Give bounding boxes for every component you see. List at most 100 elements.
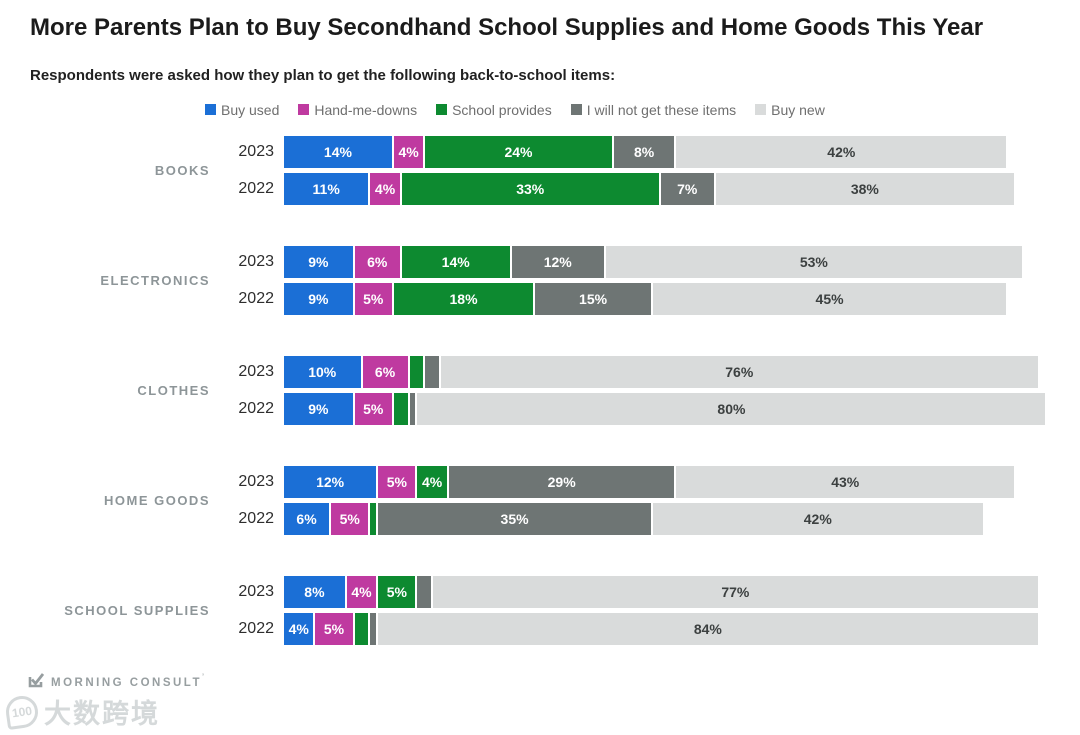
bar-segment-hand-me-downs: 5% [315,613,355,645]
bar-segment-buy-used: 9% [284,283,355,315]
bar-segment-i-will-not-get-these-items: 8% [613,136,677,168]
bar-track: 6% 5% 35% 42% [284,503,1069,535]
group-rows: 2023 8% 4% 5% 77% 2022 4% 5% 84% [210,576,1069,645]
bar-track: 9% 5% 80% [284,393,1069,425]
bar-track: 8% 4% 5% 77% [284,576,1069,608]
bar-segment-buy-new: 80% [417,393,1046,425]
bar-segment-hand-me-downs: 5% [354,283,394,315]
legend-swatch-icon [570,104,582,115]
bar-segment-school-provides: 14% [401,246,512,278]
bar-row-school-supplies-2023: 2023 8% 4% 5% 77% [210,576,1069,608]
legend-item-buy-new: Buy new [755,102,825,118]
category-label-home-goods: HOME GOODS [103,493,210,508]
chart-group-home-goods: HOME GOODS 2023 12% 5% 4% 29% 43% 2022 6% 5% 35% 42… [30,466,1080,535]
brand-trademark: ’ [202,672,205,682]
bar-segment-school-provides [370,503,379,535]
chart-subtitle: Respondents were asked how they plan to … [30,67,616,84]
group-rows: 2023 12% 5% 4% 29% 43% 2022 6% 5% 35% 42% [210,466,1069,535]
year-label: 2023 [238,253,274,270]
brand-footer: MORNING CONSULT’ [28,672,1080,691]
bar-segment-i-will-not-get-these-items: 12% [511,246,606,278]
bar-segment-buy-used: 4% [284,613,316,645]
bar-track: 9% 5% 18% 15% 45% [284,283,1069,315]
group-rows: 2023 14% 4% 24% 8% 42% 2022 11% 4% 33% 7% 38% [210,136,1069,205]
chart-group-electronics: ELECTRONICS 2023 9% 6% 14% 12% 53% 2022 9% 5% 18% 1… [30,246,1080,315]
bar-track: 12% 5% 4% 29% 43% [284,466,1069,498]
chart-group-school-supplies: SCHOOL SUPPLIES 2023 8% 4% 5% 77% 2022 4% 5% 84% [30,576,1080,645]
bar-row-books-2023: 2023 14% 4% 24% 8% 42% [210,136,1069,168]
bar-segment-buy-new: 45% [652,283,1007,315]
bar-segment-buy-used: 9% [284,246,355,278]
legend-label: School provides [452,101,552,118]
legend-item-i-will-not-get-these-items: I will not get these items [570,101,737,118]
category-label-electronics: ELECTRONICS [100,273,210,288]
bar-segment-buy-new: 53% [605,246,1022,278]
bar-track: 10% 6% 76% [284,356,1069,388]
group-rows: 2023 10% 6% 76% 2022 9% 5% 80% [210,356,1069,425]
bar-row-electronics-2023: 2023 9% 6% 14% 12% 53% [210,246,1069,278]
bar-segment-hand-me-downs: 4% [346,576,379,608]
bar-segment-buy-used: 10% [284,356,363,388]
legend-label: I will not get these items [586,101,737,118]
group-rows: 2023 9% 6% 14% 12% 53% 2022 9% 5% 18% 15% 45% [210,246,1069,315]
bar-row-electronics-2022: 2022 9% 5% 18% 15% 45% [210,283,1069,315]
bar-row-books-2022: 2022 11% 4% 33% 7% 38% [210,173,1069,205]
legend-swatch-icon [298,104,310,115]
bar-segment-i-will-not-get-these-items [425,356,441,388]
legend-label: Buy new [771,101,825,118]
watermark-text: 大数跨境 [44,699,160,729]
bar-segment-buy-used: 6% [284,503,332,535]
bar-segment-i-will-not-get-these-items: 35% [378,503,653,535]
bar-track: 9% 6% 14% 12% 53% [284,246,1069,278]
morning-consult-check-icon [28,673,44,688]
bar-segment-buy-used: 11% [284,173,371,205]
bar-segment-buy-used: 14% [284,136,394,168]
watermark: 100 大数跨境 [3,692,160,731]
year-label: 2022 [238,510,274,527]
bar-segment-buy-new: 77% [433,576,1038,608]
bar-segment-hand-me-downs: 5% [331,503,371,535]
bar-row-clothes-2023: 2023 10% 6% 76% [210,356,1069,388]
year-label: 2022 [238,620,274,637]
bar-segment-i-will-not-get-these-items: 29% [448,466,677,498]
bar-segment-buy-new: 42% [676,136,1007,168]
bar-segment-hand-me-downs: 4% [393,136,426,168]
category-label-clothes: CLOTHES [137,383,210,398]
legend-item-buy-used: Buy used [205,102,279,118]
bar-segment-hand-me-downs: 6% [354,246,402,278]
bar-segment-school-provides: 4% [417,466,449,498]
bar-segment-buy-used: 9% [284,393,355,425]
year-label: 2023 [238,363,274,380]
bar-row-home-goods-2023: 2023 12% 5% 4% 29% 43% [210,466,1069,498]
legend: Buy used Hand-me-downs School provides I wi… [205,101,1080,118]
bar-segment-buy-new: 38% [715,173,1015,205]
bar-segment-school-provides [354,613,371,645]
bar-row-school-supplies-2022: 2022 4% 5% 84% [210,613,1069,645]
bar-segment-hand-me-downs: 5% [378,466,418,498]
year-label: 2023 [238,583,274,600]
brand-name: MORNING CONSULT [51,677,203,689]
chart-group-clothes: CLOTHES 2023 10% 6% 76% 2022 9% 5% 80% [30,356,1080,425]
bar-segment-i-will-not-get-these-items [370,613,379,645]
bar-segment-buy-new: 76% [440,356,1038,388]
bar-segment-buy-new: 84% [378,613,1038,645]
bar-segment-i-will-not-get-these-items: 15% [535,283,653,315]
bar-segment-buy-new: 43% [676,466,1015,498]
bar-row-home-goods-2022: 2022 6% 5% 35% 42% [210,503,1069,535]
bar-segment-i-will-not-get-these-items: 7% [660,173,716,205]
year-label: 2023 [238,473,274,490]
year-label: 2023 [238,143,274,160]
legend-label: Hand-me-downs [314,101,418,118]
legend-swatch-icon [755,104,767,115]
page-title: More Parents Plan to Buy Secondhand Scho… [30,14,984,41]
bar-segment-school-provides: 24% [425,136,614,168]
bar-track: 14% 4% 24% 8% 42% [284,136,1069,168]
category-label-school-supplies: SCHOOL SUPPLIES [64,603,210,618]
bar-segment-buy-new: 42% [652,503,983,535]
bar-segment-school-provides: 33% [401,173,661,205]
legend-item-hand-me-downs: Hand-me-downs [298,102,417,118]
year-label: 2022 [238,290,274,307]
bar-track: 11% 4% 33% 7% 38% [284,173,1069,205]
bar-segment-school-provides [409,356,426,388]
year-label: 2022 [238,400,274,417]
